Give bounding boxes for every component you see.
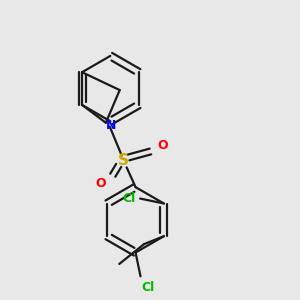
Text: O: O xyxy=(96,177,106,190)
Text: S: S xyxy=(118,153,129,168)
Text: Cl: Cl xyxy=(142,281,155,294)
Text: O: O xyxy=(157,139,168,152)
Text: Cl: Cl xyxy=(123,192,136,205)
Text: N: N xyxy=(106,119,116,132)
